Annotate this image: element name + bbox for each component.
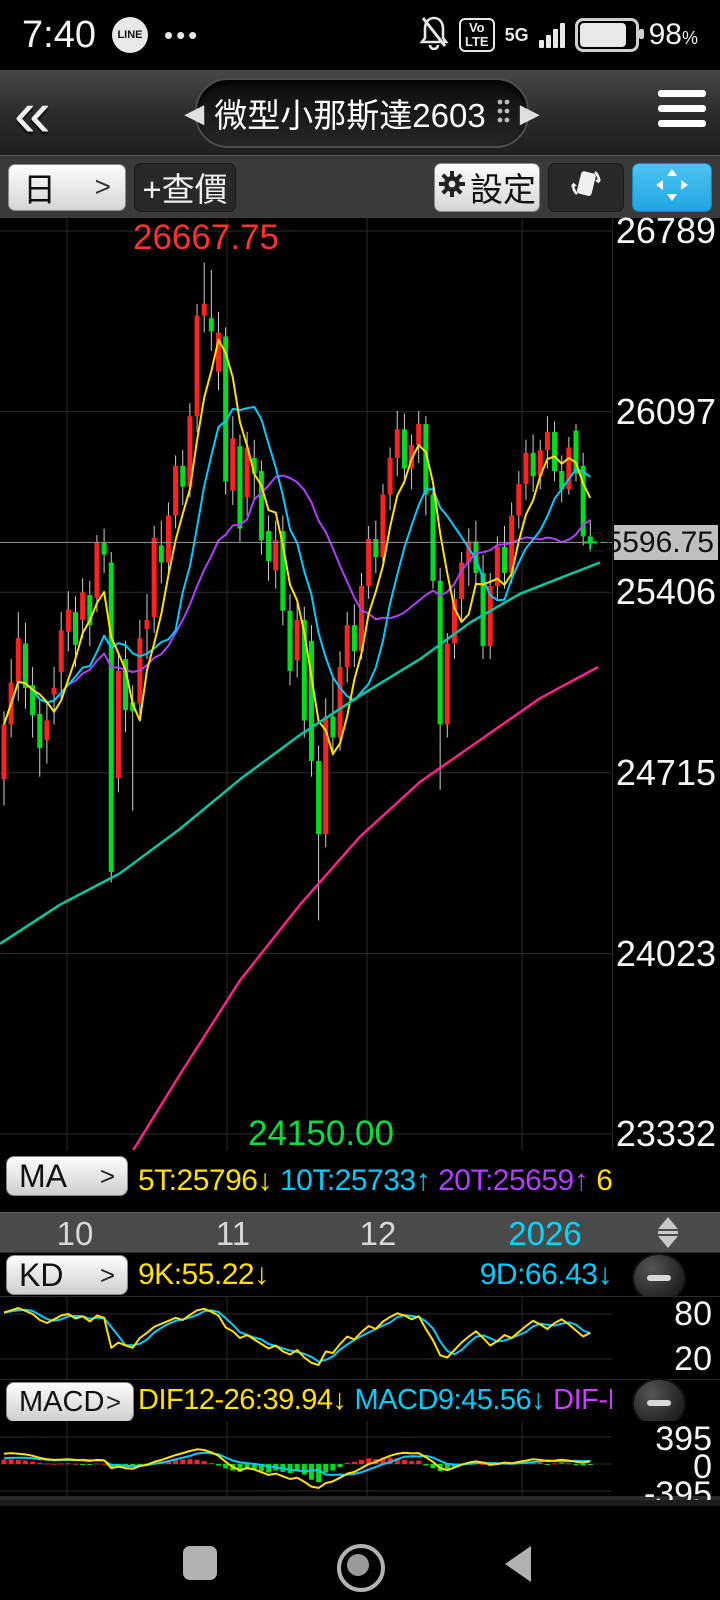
kd-settings-button[interactable]: KD > bbox=[6, 1255, 128, 1295]
price-axis-tick: 24023 bbox=[615, 932, 716, 974]
macd-indicator-row: MACD> DIF12-26:39.94↓MACD9:45.56↓DIF-M bbox=[0, 1378, 720, 1428]
indicator-value: DIF-M bbox=[553, 1384, 612, 1416]
ma-indicator-row: MA> 5T:25796↓10T:25733↑20T:25659↑60 bbox=[0, 1150, 720, 1212]
macd-ylabel-zero: 0 bbox=[693, 1448, 712, 1486]
indicator-value: MACD9:45.56↓ bbox=[354, 1384, 546, 1416]
kd-values: 9K:55.22↓ 9D:66.43↓ bbox=[138, 1253, 612, 1296]
menu-button[interactable] bbox=[658, 90, 706, 127]
gear-icon bbox=[438, 168, 466, 206]
settings-button[interactable]: 設定 bbox=[434, 162, 540, 212]
mute-bell-icon bbox=[419, 16, 449, 55]
title-bar: « ◀ 微型小那斯達2603 ▶ bbox=[0, 70, 720, 155]
more-notifications-icon: ••• bbox=[163, 19, 201, 50]
next-symbol-button[interactable]: ▶ bbox=[519, 97, 540, 128]
signal-strength-icon bbox=[538, 22, 565, 48]
price-axis-tick: 25406 bbox=[615, 571, 716, 613]
indicator-value: 60 bbox=[596, 1164, 612, 1197]
price-axis-tick: 26097 bbox=[615, 390, 716, 432]
symbol-title: 微型小那斯達2603 bbox=[214, 97, 486, 134]
period-low-label: 24150.00 bbox=[248, 1114, 394, 1153]
battery-icon bbox=[574, 18, 644, 52]
candlestick-plot[interactable] bbox=[0, 218, 612, 1150]
period-high-label: 26667.75 bbox=[133, 218, 279, 257]
home-button[interactable] bbox=[337, 1544, 385, 1592]
price-axis-tick: 26789 bbox=[615, 210, 716, 251]
clock: 7:40 bbox=[22, 13, 96, 56]
price-axis-divider bbox=[612, 218, 613, 1150]
macd-chart-panel[interactable]: 395 0 -395 bbox=[0, 1420, 720, 1511]
date-axis-label: 2026 bbox=[508, 1215, 582, 1252]
android-nav-bar bbox=[0, 1500, 720, 1600]
volte-icon: Vo LTE bbox=[459, 18, 495, 52]
arrow-down-icon: ↓ bbox=[254, 1257, 269, 1291]
add-quote-button[interactable]: +查價 bbox=[134, 162, 236, 212]
indicator-value: 9K:55.22↓ bbox=[138, 1257, 269, 1291]
date-axis-label: 11 bbox=[215, 1215, 251, 1252]
chart-toolbar: 日 > +查價 設定 bbox=[0, 155, 720, 218]
arrow-down-icon: ↓ bbox=[257, 1164, 272, 1197]
prev-symbol-button[interactable]: ◀ bbox=[184, 97, 205, 128]
fullscreen-pan-button[interactable] bbox=[632, 162, 712, 212]
arrow-up-icon: ↑ bbox=[415, 1164, 431, 1197]
back-button[interactable]: « bbox=[14, 75, 51, 150]
last-price-chip: 25596.75 bbox=[589, 525, 718, 560]
indicator-value: 20T:25659↑ bbox=[438, 1164, 589, 1197]
macd-plot[interactable] bbox=[0, 1421, 612, 1496]
arrow-down-icon: ↓ bbox=[531, 1384, 546, 1416]
rotate-screen-button[interactable] bbox=[548, 162, 624, 212]
price-axis-tick: 23332 bbox=[615, 1112, 716, 1154]
drag-handle-icon bbox=[496, 96, 510, 131]
main-candlestick-chart[interactable]: 26789 26097 25406 24715 24023 23332 26667.75 … bbox=[0, 212, 720, 1154]
indicator-value: 9D:66.43↓ bbox=[479, 1257, 613, 1291]
move-arrows-icon bbox=[655, 168, 689, 207]
date-axis-label: 10 bbox=[56, 1215, 94, 1252]
ma-values: 5T:25796↓10T:25733↑20T:25659↑60 bbox=[138, 1150, 612, 1212]
ma-settings-button[interactable]: MA > bbox=[6, 1156, 128, 1196]
kd-plot[interactable] bbox=[0, 1297, 612, 1380]
battery-percent-label: 98% bbox=[648, 18, 698, 51]
arrow-down-icon: ↓ bbox=[332, 1384, 348, 1416]
kd-ylabel-80: 80 bbox=[674, 1295, 712, 1333]
rotate-phone-icon bbox=[568, 165, 604, 209]
status-bar: 7:40 LINE ••• Vo LTE 5G 98% bbox=[0, 0, 720, 70]
date-axis-label: 12 bbox=[359, 1215, 397, 1252]
panel-resize-icon[interactable] bbox=[658, 1217, 678, 1248]
period-select-button[interactable]: 日 > bbox=[8, 163, 126, 211]
symbol-selector[interactable]: ◀ 微型小那斯達2603 ▶ bbox=[184, 78, 540, 148]
recents-button[interactable] bbox=[183, 1546, 217, 1580]
kd-chart-panel[interactable]: 80 20 bbox=[0, 1295, 720, 1380]
kd-ylabel-20: 20 bbox=[674, 1340, 712, 1378]
kd-indicator-row: KD > 9K:55.22↓ 9D:66.43↓ bbox=[0, 1253, 720, 1303]
price-axis-tick: 24715 bbox=[615, 751, 716, 793]
macd-ylabel-top: 395 bbox=[655, 1420, 712, 1458]
indicator-value: DIF12-26:39.94↓ bbox=[138, 1384, 348, 1416]
macd-values: DIF12-26:39.94↓MACD9:45.56↓DIF-M bbox=[138, 1380, 612, 1421]
arrow-up-icon: ↑ bbox=[573, 1164, 589, 1197]
date-axis-row[interactable]: 10 11 12 2026 bbox=[0, 1212, 720, 1253]
kd-collapse-button[interactable] bbox=[632, 1253, 686, 1303]
arrow-down-icon: ↓ bbox=[597, 1257, 613, 1291]
macd-collapse-button[interactable] bbox=[632, 1378, 686, 1428]
indicator-value: 10T:25733↑ bbox=[279, 1164, 431, 1197]
line-notification-icon: LINE bbox=[111, 17, 148, 53]
indicator-value: 5T:25796↓ bbox=[138, 1164, 272, 1197]
android-back-button[interactable] bbox=[505, 1546, 531, 1582]
macd-settings-button[interactable]: MACD > bbox=[6, 1382, 134, 1422]
network-type-label: 5G bbox=[504, 24, 529, 45]
